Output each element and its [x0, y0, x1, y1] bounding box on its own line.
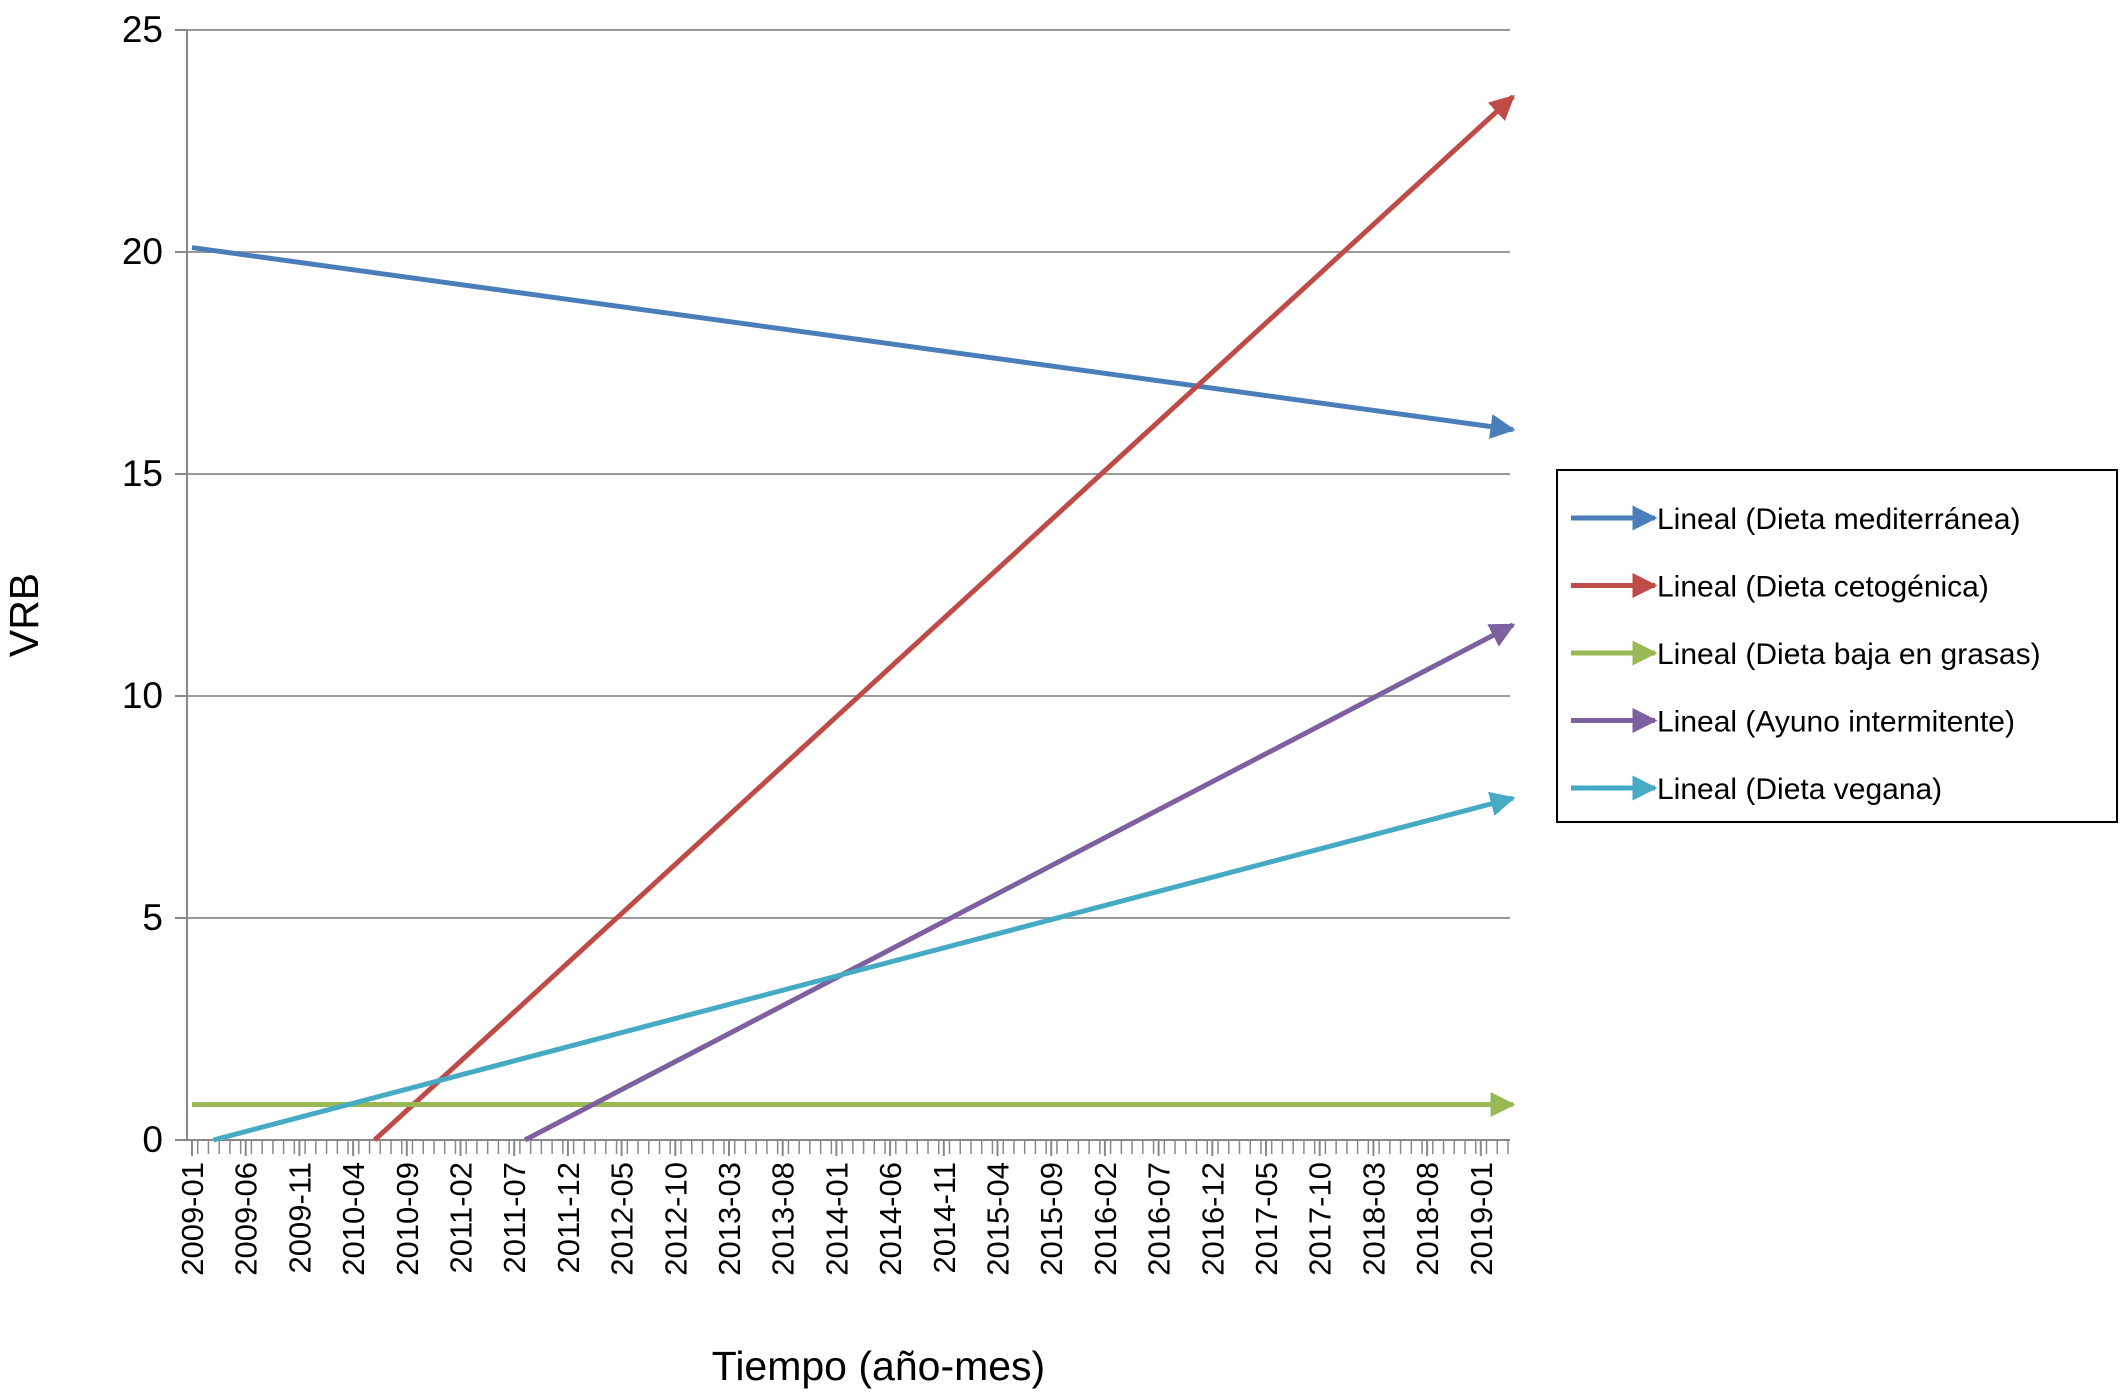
x-tick-label: 2014-01: [819, 1162, 854, 1276]
series-line: [523, 622, 1516, 1143]
x-tick-label: 2016-07: [1142, 1162, 1177, 1276]
x-axis-label: Tiempo (año-mes): [712, 1343, 1045, 1389]
y-tick-label: 25: [122, 9, 163, 50]
legend-entry: Lineal (Dieta baja en grasas): [1657, 638, 2041, 671]
x-tick-label: 2013-03: [712, 1162, 747, 1276]
x-tick-label: 2017-10: [1303, 1162, 1338, 1276]
y-tick-label: 0: [142, 1119, 163, 1160]
x-tick-label: 2012-05: [605, 1162, 640, 1276]
legend-entry: Lineal (Dieta cetogénica): [1657, 571, 1989, 604]
series-line: [191, 245, 1516, 439]
x-tick-label: 2014-06: [873, 1162, 908, 1276]
y-tick-label: 15: [122, 453, 163, 494]
x-tick-label: 2009-01: [175, 1162, 210, 1276]
legend-entry: Lineal (Dieta mediterránea): [1657, 503, 2021, 536]
y-axis-label: VRB: [1, 573, 47, 657]
x-tick-label: 2018-08: [1410, 1162, 1445, 1276]
x-tick-label: 2015-04: [981, 1162, 1016, 1276]
x-tick-label: 2015-09: [1034, 1162, 1069, 1276]
x-tick-label: 2011-07: [497, 1162, 532, 1273]
legend-entry: Lineal (Ayuno intermitente): [1657, 706, 2015, 739]
x-tick-label: 2011-02: [444, 1162, 479, 1273]
x-tick-label: 2016-02: [1088, 1162, 1123, 1276]
x-tick-label: 2010-04: [336, 1162, 371, 1276]
x-tick-label: 2013-08: [766, 1162, 801, 1276]
y-tick-label: 20: [122, 231, 163, 272]
x-tick-label: 2018-03: [1356, 1162, 1391, 1276]
x-tick-label: 2010-09: [390, 1162, 425, 1276]
series-line: [212, 791, 1516, 1143]
legend-entry: Lineal (Dieta vegana): [1657, 773, 1942, 806]
x-axis-ticks: 2009-01 2009-06 2009-11 2010-04 2010-09 2011-…: [175, 1140, 1509, 1276]
y-tick-label: 5: [142, 897, 163, 938]
gridlines: [187, 29, 1510, 919]
x-tick-label: 2009-11: [282, 1162, 317, 1273]
y-axis-ticks: 0 5 10 15 20 25: [122, 9, 187, 1160]
x-tick-label: 2009-06: [229, 1162, 264, 1276]
series-line: [372, 94, 1515, 1142]
legend: Lineal (Dieta mediterránea) Lineal (Dieta…: [1556, 469, 2118, 823]
y-tick-label: 10: [122, 675, 163, 716]
x-tick-label: 2011-12: [551, 1162, 586, 1273]
x-tick-label: 2012-10: [658, 1162, 693, 1276]
series-lines: [191, 94, 1516, 1143]
x-tick-label: 2014-11: [927, 1162, 962, 1273]
x-tick-label: 2019-01: [1464, 1162, 1499, 1276]
x-tick-label: 2017-05: [1249, 1162, 1284, 1276]
x-tick-label: 2016-12: [1195, 1162, 1230, 1276]
